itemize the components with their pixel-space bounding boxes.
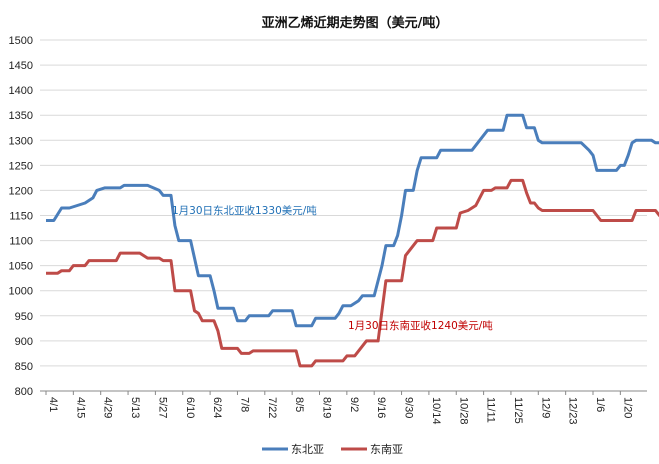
y-tick-label: 1500: [9, 35, 33, 47]
x-tick-label: 8/5: [293, 397, 305, 412]
y-tick-label: 1450: [9, 60, 33, 72]
x-tick-label: 10/28: [457, 397, 469, 425]
y-axis-tick-labels: 800 850 900 950 1000 1050 1100 1150 1200 1250 1300…: [9, 35, 33, 398]
x-tick-label: 6/24: [211, 397, 223, 418]
y-tick-label: 850: [15, 361, 33, 373]
series-line-0: [46, 113, 659, 328]
x-axis: 4/1 4/15 4/29 5/13 5/27 6/10 6/24 7/8 7/22 8/5 8/1…: [40, 390, 647, 425]
legend-label-southeast-asia: 东南亚: [370, 443, 403, 456]
x-tick-label: 7/8: [238, 397, 250, 412]
x-tick-label: 12/23: [567, 397, 579, 425]
annotation-southeast-asia: 1月30日东南亚收1240美元/吨: [348, 319, 493, 332]
series-line-1: [46, 178, 659, 368]
x-tick-label: 8/19: [321, 397, 333, 418]
x-tick-label: 9/30: [403, 397, 415, 418]
legend: 东北亚 东南亚: [262, 443, 403, 456]
x-tick-label: 11/11: [485, 397, 497, 423]
chart-title: 亚洲乙烯近期走势图（美元/吨）: [262, 15, 449, 31]
y-tick-label: 1100: [9, 236, 33, 248]
x-tick-label: 1/20: [621, 397, 633, 418]
x-tick-label: 12/9: [539, 397, 551, 418]
y-tick-label: 1200: [9, 185, 33, 197]
y-tick-label: 1150: [9, 211, 33, 223]
x-tick-label: 4/15: [74, 397, 86, 418]
x-tick-label: 4/29: [102, 397, 114, 418]
y-tick-label: 1000: [9, 286, 33, 298]
y-tick-label: 1300: [9, 135, 33, 147]
y-tick-label: 1250: [9, 160, 33, 172]
legend-label-northeast-asia: 东北亚: [291, 443, 324, 456]
x-tick-label: 7/22: [266, 397, 278, 418]
gridlines: [40, 39, 647, 392]
y-tick-label: 1400: [9, 85, 33, 97]
x-tick-label: 5/27: [156, 397, 168, 418]
y-tick-label: 800: [15, 386, 33, 398]
x-tick-label: 5/13: [129, 397, 141, 418]
y-tick-label: 900: [15, 336, 33, 348]
y-tick-label: 1050: [9, 261, 33, 273]
x-tick-label: 6/10: [184, 397, 196, 418]
series-lines: [46, 113, 659, 368]
x-tick-label: 1/6: [594, 397, 606, 412]
x-tick-label: 11/25: [512, 397, 524, 424]
x-tick-label: 9/16: [375, 397, 387, 418]
annotation-northeast-asia: 1月30日东北亚收1330美元/吨: [172, 204, 317, 217]
y-tick-label: 1350: [9, 110, 33, 122]
y-tick-label: 950: [15, 311, 33, 323]
x-tick-label: 10/14: [430, 397, 442, 425]
x-tick-label: 9/2: [348, 397, 360, 412]
x-tick-label: 4/1: [47, 397, 59, 412]
